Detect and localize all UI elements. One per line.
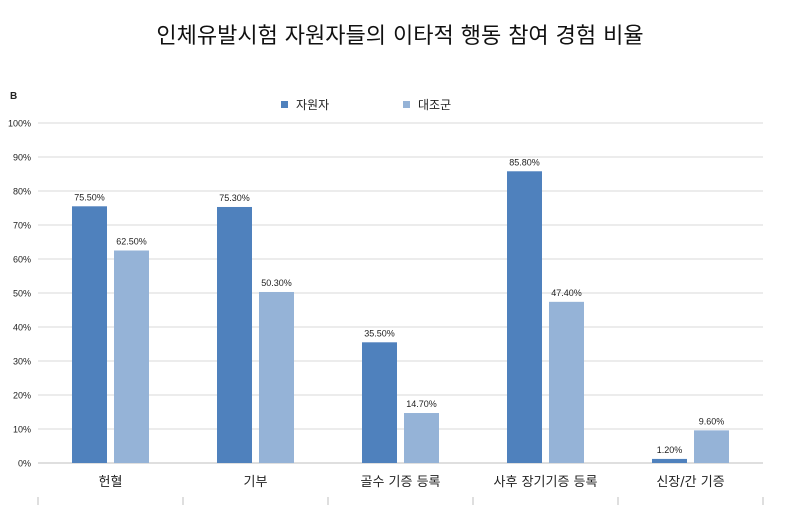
bar-series-2 [114,250,149,463]
bar-series-2 [404,413,439,463]
bar-series-2 [694,430,729,463]
x-category-label: 사후 장기기증 등록 [494,475,598,490]
data-label: 75.30% [219,193,250,203]
y-tick-label: 60% [13,255,31,265]
x-category-label: 신장/간 기증 [656,475,724,490]
legend-label-series-2: 대조군 [418,98,452,112]
y-tick-label: 40% [13,323,31,333]
x-category-label: 기부 [244,475,268,490]
bar-series-1 [362,342,397,463]
y-tick-label: 80% [13,187,31,197]
bar-series-2 [549,301,584,463]
y-tick-label: 90% [13,153,31,163]
y-tick-label: 10% [13,425,31,435]
legend-label-series-1: 자원자 [296,98,330,112]
legend-swatch-series-2 [403,101,410,108]
data-label: 50.30% [261,278,292,288]
y-tick-label: 50% [13,289,31,299]
data-label: 9.60% [699,416,725,426]
data-label: 35.50% [364,328,395,338]
legend-item-series-2: 대조군 [403,96,451,113]
data-label: 47.40% [551,288,582,298]
panel-label: B [10,91,18,102]
bar-series-1 [217,206,252,464]
data-label: 75.50% [74,192,105,202]
bar-series-2 [259,291,294,463]
chart-title: 인체유발시험 자원자들의 이타적 행동 참여 경험 비율 [156,24,644,49]
data-label: 14.70% [406,399,437,409]
y-tick-label: 0% [18,459,31,469]
bar-series-1 [72,206,107,464]
y-tick-label: 100% [8,119,31,129]
y-tick-label: 70% [13,221,31,231]
y-tick-label: 30% [13,357,31,367]
data-label: 1.20% [657,445,683,455]
legend-swatch-series-1 [281,101,288,108]
legend-item-series-1: 자원자 [281,96,329,113]
x-category-label: 골수 기증 등록 [360,475,440,490]
y-tick-label: 20% [13,391,31,401]
data-label: 85.80% [509,157,540,167]
bar-series-1 [652,458,687,463]
bar-series-1 [507,171,542,463]
data-label: 62.50% [116,237,147,247]
x-category-label: 헌혈 [99,475,123,490]
